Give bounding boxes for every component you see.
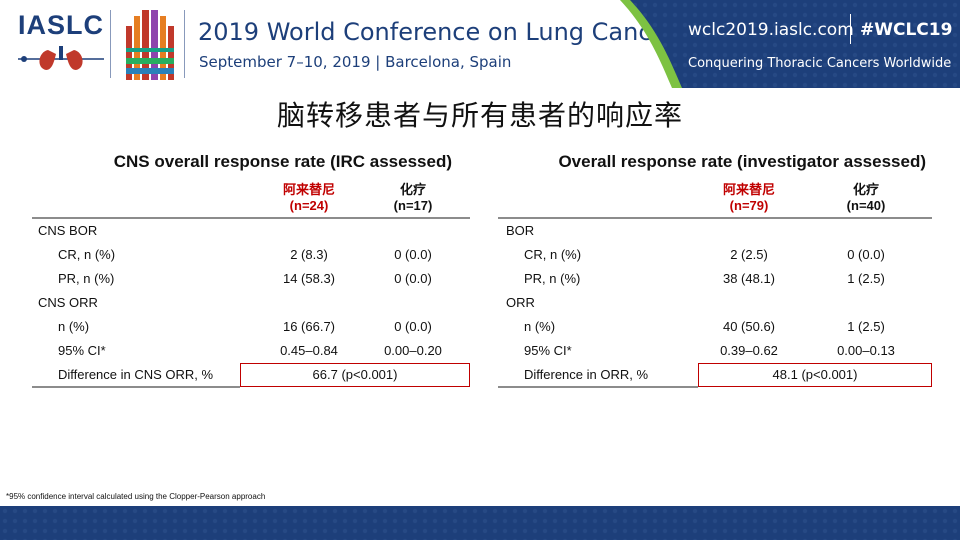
cell-value: 1 (2.5) xyxy=(847,319,885,334)
row-label: PR, n (%) xyxy=(58,271,115,286)
row-label: CR, n (%) xyxy=(58,247,116,262)
cell-value: 0.45–0.84 xyxy=(280,343,338,358)
table-row: BOR xyxy=(498,219,932,243)
table-row: ORR xyxy=(498,291,932,315)
cell-value: 16 (66.7) xyxy=(282,319,336,334)
row-label: ORR xyxy=(506,295,535,310)
drug-name: 化疗 xyxy=(399,182,426,197)
header-divider xyxy=(110,10,111,78)
table-row: CNS BOR xyxy=(32,219,470,243)
cell-value: 2 (2.5) xyxy=(730,247,768,262)
cell-value: 1 (2.5) xyxy=(847,271,885,286)
row-label: CR, n (%) xyxy=(524,247,582,262)
sample-size: (n=40) xyxy=(846,198,886,213)
table-top-rule xyxy=(498,217,932,219)
conference-tagline: Conquering Thoracic Cancers Worldwide xyxy=(688,56,952,71)
cns-response-table: CNS overall response rate (IRC assessed)… xyxy=(32,150,470,388)
table-title: CNS overall response rate (IRC assessed) xyxy=(113,152,452,171)
row-label: Difference in ORR, % xyxy=(524,367,649,382)
banner-separator xyxy=(850,14,851,44)
conference-dates: September 7–10, 2019 | Barcelona, Spain xyxy=(199,53,512,71)
column-header-chemotherapy: 化疗 (n=17) xyxy=(370,182,456,214)
conference-header: IASLC 2019 World Conference on Lung Canc… xyxy=(0,0,960,88)
cell-value: 0 (0.0) xyxy=(847,247,885,262)
row-label: n (%) xyxy=(58,319,90,334)
table-row: PR, n (%) 38 (48.1) 1 (2.5) xyxy=(498,267,932,291)
footnote: *95% confidence interval calculated usin… xyxy=(6,492,266,501)
cell-value: 2 (8.3) xyxy=(290,247,328,262)
table-row: 95% CI* 0.45–0.84 0.00–0.20 xyxy=(32,339,470,363)
table-row: 95% CI* 0.39–0.62 0.00–0.13 xyxy=(498,339,932,363)
cell-value: 40 (50.6) xyxy=(722,319,776,334)
row-label: CNS BOR xyxy=(38,223,98,238)
row-label: PR, n (%) xyxy=(524,271,581,286)
cell-value: 0.00–0.13 xyxy=(837,343,895,358)
table-top-rule xyxy=(32,217,470,219)
difference-highlight-box: 66.7 (p<0.001) xyxy=(240,363,470,387)
sagrada-familia-icon xyxy=(126,10,174,80)
sample-size: (n=24) xyxy=(289,198,329,213)
table-row: Difference in CNS ORR, % xyxy=(32,363,470,387)
header-divider xyxy=(184,10,185,78)
column-header-alectinib: 阿来替尼 (n=24) xyxy=(266,182,352,214)
sample-size: (n=79) xyxy=(729,198,769,213)
row-label: n (%) xyxy=(524,319,556,334)
iaslc-logo-text: IASLC xyxy=(18,10,104,40)
table-row: CNS ORR xyxy=(32,291,470,315)
table-row: CR, n (%) 2 (2.5) 0 (0.0) xyxy=(498,243,932,267)
drug-name: 阿来替尼 xyxy=(722,182,775,197)
row-label: 95% CI* xyxy=(524,343,572,358)
conference-title: 2019 World Conference on Lung Cancer xyxy=(198,18,677,46)
iaslc-lungs-emblem-icon xyxy=(18,46,104,70)
table-row: n (%) 40 (50.6) 1 (2.5) xyxy=(498,315,932,339)
sample-size: (n=17) xyxy=(393,198,433,213)
cell-value: 0.00–0.20 xyxy=(384,343,442,358)
table-row: CR, n (%) 2 (8.3) 0 (0.0) xyxy=(32,243,470,267)
conference-url-link[interactable]: wclc2019.iaslc.com xyxy=(688,20,854,40)
table-row: PR, n (%) 14 (58.3) 0 (0.0) xyxy=(32,267,470,291)
column-header-alectinib: 阿来替尼 (n=79) xyxy=(706,182,792,214)
cell-value: 14 (58.3) xyxy=(282,271,336,286)
table-bottom-rule xyxy=(498,386,698,388)
cell-value: 38 (48.1) xyxy=(722,271,776,286)
column-header-chemotherapy: 化疗 (n=40) xyxy=(823,182,909,214)
drug-name: 化疗 xyxy=(852,182,879,197)
row-label: BOR xyxy=(506,223,535,238)
row-label: Difference in CNS ORR, % xyxy=(58,367,214,382)
cell-value: 0 (0.0) xyxy=(394,319,432,334)
header-banner-background xyxy=(620,0,960,88)
conference-hashtag: #WCLC19 xyxy=(860,20,953,40)
cell-value: 0 (0.0) xyxy=(394,271,432,286)
table-bottom-rule xyxy=(32,386,240,388)
table-row: n (%) 16 (66.7) 0 (0.0) xyxy=(32,315,470,339)
overall-response-table: Overall response rate (investigator asse… xyxy=(498,150,932,388)
slide-title: 脑转移患者与所有患者的响应率 xyxy=(276,99,683,132)
drug-name: 阿来替尼 xyxy=(282,182,335,197)
table-title: Overall response rate (investigator asse… xyxy=(558,152,926,171)
cell-value: 0 (0.0) xyxy=(394,247,432,262)
cell-value: 0.39–0.62 xyxy=(720,343,778,358)
table-row: Difference in ORR, % xyxy=(498,363,932,387)
footer-banner xyxy=(0,506,960,540)
difference-highlight-box: 48.1 (p<0.001) xyxy=(698,363,932,387)
row-label: CNS ORR xyxy=(38,295,98,310)
row-label: 95% CI* xyxy=(58,343,106,358)
